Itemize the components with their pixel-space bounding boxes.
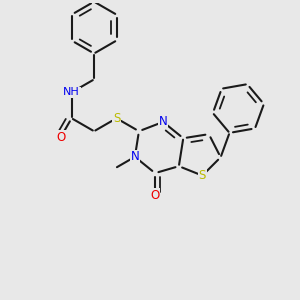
Text: O: O: [56, 131, 65, 144]
Text: N: N: [130, 150, 139, 163]
Text: NH: NH: [63, 87, 80, 98]
Text: N: N: [159, 116, 167, 128]
Text: O: O: [150, 189, 160, 202]
Text: S: S: [113, 112, 120, 125]
Text: S: S: [199, 169, 206, 182]
